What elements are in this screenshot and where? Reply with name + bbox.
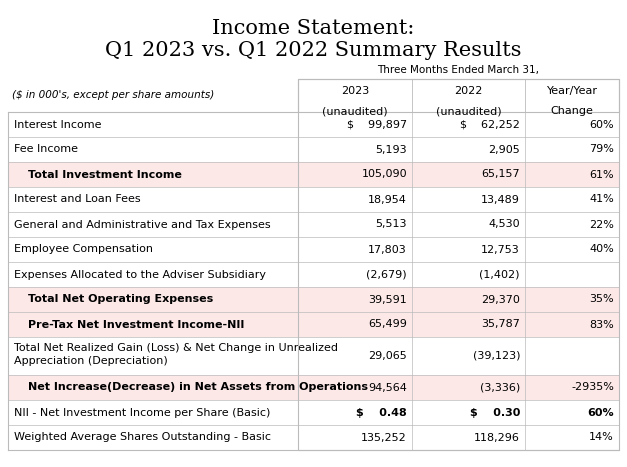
Bar <box>8 287 619 312</box>
Text: ($ in 000's, except per share amounts): ($ in 000's, except per share amounts) <box>12 91 214 100</box>
Text: $    0.30: $ 0.30 <box>470 408 520 417</box>
Text: 4,530: 4,530 <box>488 219 520 229</box>
Text: (3,336): (3,336) <box>480 382 520 392</box>
Text: 79%: 79% <box>589 144 614 155</box>
Text: NII - Net Investment Income per Share (Basic): NII - Net Investment Income per Share (B… <box>14 408 270 417</box>
Text: 118,296: 118,296 <box>474 432 520 443</box>
Text: 61%: 61% <box>589 170 614 179</box>
Bar <box>298 79 619 112</box>
Text: Total Net Realized Gain (Loss) & Net Change in Unrealized: Total Net Realized Gain (Loss) & Net Cha… <box>14 343 338 353</box>
Text: 65,157: 65,157 <box>482 170 520 179</box>
Text: Three Months Ended March 31,: Three Months Ended March 31, <box>377 65 539 75</box>
Text: (2,679): (2,679) <box>366 269 407 280</box>
Text: 5,193: 5,193 <box>376 144 407 155</box>
Text: Net Increase(Decrease) in Net Assets from Operations: Net Increase(Decrease) in Net Assets fro… <box>28 382 368 392</box>
Bar <box>8 312 619 337</box>
Text: Employee Compensation: Employee Compensation <box>14 245 153 255</box>
Text: 60%: 60% <box>589 120 614 129</box>
Text: 35,787: 35,787 <box>481 319 520 330</box>
Text: 105,090: 105,090 <box>361 170 407 179</box>
Text: 29,065: 29,065 <box>368 351 407 361</box>
Text: 39,591: 39,591 <box>368 295 407 304</box>
Text: -2935%: -2935% <box>571 382 614 392</box>
Text: 14%: 14% <box>589 432 614 443</box>
Text: Q1 2023 vs. Q1 2022 Summary Results: Q1 2023 vs. Q1 2022 Summary Results <box>105 41 521 60</box>
Text: 18,954: 18,954 <box>368 194 407 205</box>
Text: Change: Change <box>551 106 593 116</box>
Text: 2022: 2022 <box>455 86 483 96</box>
Text: 12,753: 12,753 <box>482 245 520 255</box>
Text: 17,803: 17,803 <box>368 245 407 255</box>
Bar <box>8 375 619 400</box>
Text: Income Statement:: Income Statement: <box>212 19 414 38</box>
Text: 2,905: 2,905 <box>488 144 520 155</box>
Text: $    99,897: $ 99,897 <box>347 120 407 129</box>
Bar <box>8 162 619 187</box>
Text: (39,123): (39,123) <box>473 351 520 361</box>
Text: 94,564: 94,564 <box>368 382 407 392</box>
Text: 35%: 35% <box>589 295 614 304</box>
Text: 5,513: 5,513 <box>376 219 407 229</box>
Text: 2023: 2023 <box>341 86 369 96</box>
Text: (unaudited): (unaudited) <box>322 106 388 116</box>
Bar <box>298 79 619 450</box>
Text: $    0.48: $ 0.48 <box>356 408 407 417</box>
Text: $    62,252: $ 62,252 <box>460 120 520 129</box>
Text: Total Net Operating Expenses: Total Net Operating Expenses <box>28 295 213 304</box>
Text: Interest and Loan Fees: Interest and Loan Fees <box>14 194 140 205</box>
Text: 22%: 22% <box>589 219 614 229</box>
Text: Total Investment Income: Total Investment Income <box>28 170 182 179</box>
Text: Expenses Allocated to the Adviser Subsidiary: Expenses Allocated to the Adviser Subsid… <box>14 269 266 280</box>
Text: Appreciation (Depreciation): Appreciation (Depreciation) <box>14 356 168 366</box>
Text: 60%: 60% <box>587 408 614 417</box>
Text: General and Administrative and Tax Expenses: General and Administrative and Tax Expen… <box>14 219 271 229</box>
Text: 83%: 83% <box>589 319 614 330</box>
Text: Pre-Tax Net Investment Income-NII: Pre-Tax Net Investment Income-NII <box>28 319 245 330</box>
Text: (unaudited): (unaudited) <box>436 106 502 116</box>
Text: 40%: 40% <box>589 245 614 255</box>
Text: 65,499: 65,499 <box>368 319 407 330</box>
Text: Interest Income: Interest Income <box>14 120 102 129</box>
Text: 13,489: 13,489 <box>481 194 520 205</box>
Text: 135,252: 135,252 <box>361 432 407 443</box>
Text: Fee Income: Fee Income <box>14 144 78 155</box>
Text: Weighted Average Shares Outstanding - Basic: Weighted Average Shares Outstanding - Ba… <box>14 432 271 443</box>
Text: 41%: 41% <box>589 194 614 205</box>
Text: 29,370: 29,370 <box>481 295 520 304</box>
Text: Year/Year: Year/Year <box>547 86 598 96</box>
Text: (1,402): (1,402) <box>480 269 520 280</box>
